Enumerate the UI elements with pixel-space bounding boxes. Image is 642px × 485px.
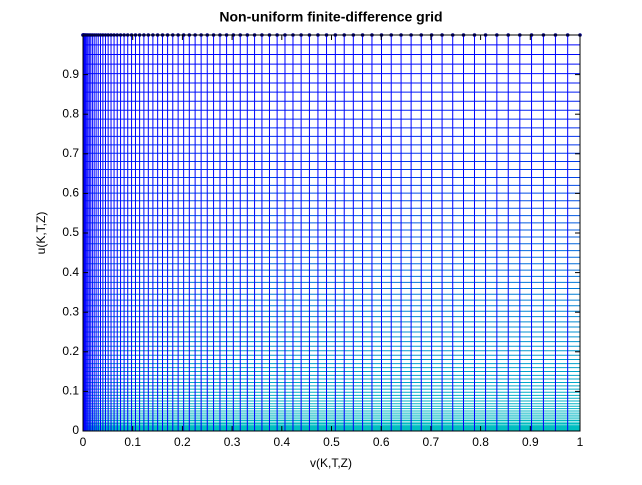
y-tick-label: 0.7 [62, 146, 79, 160]
y-tick-label: 0.5 [62, 225, 79, 239]
mesh [81, 33, 582, 432]
x-tick-label: 0.4 [273, 435, 290, 449]
x-tick-label: 0.2 [174, 435, 191, 449]
y-tick-label: 0.4 [62, 265, 79, 279]
x-tick-label: 0.5 [323, 435, 340, 449]
x-tick-label: 0.3 [224, 435, 241, 449]
x-tick-label: 0.9 [522, 435, 539, 449]
y-tick-label: 0.6 [62, 186, 79, 200]
x-tick-label: 0.6 [373, 435, 390, 449]
y-tick-label: 0.2 [62, 344, 79, 358]
y-tick-label: 0.9 [62, 67, 79, 81]
y-tick-label: 0.3 [62, 304, 79, 318]
chart-title: Non-uniform finite-difference grid [219, 9, 442, 25]
x-tick-label: 1 [577, 435, 584, 449]
y-tick-label: 0.8 [62, 106, 79, 120]
y-tick-label: 0.1 [62, 384, 79, 398]
x-tick-label: 0.7 [423, 435, 440, 449]
y-tick-label: 0 [72, 423, 79, 437]
x-tick-label: 0.1 [124, 435, 141, 449]
x-tick-label: 0.8 [472, 435, 489, 449]
x-axis-label: v(K,T,Z) [310, 456, 352, 470]
x-tick-label: 0 [80, 435, 87, 449]
y-axis-label: u(K,T,Z) [34, 212, 48, 255]
